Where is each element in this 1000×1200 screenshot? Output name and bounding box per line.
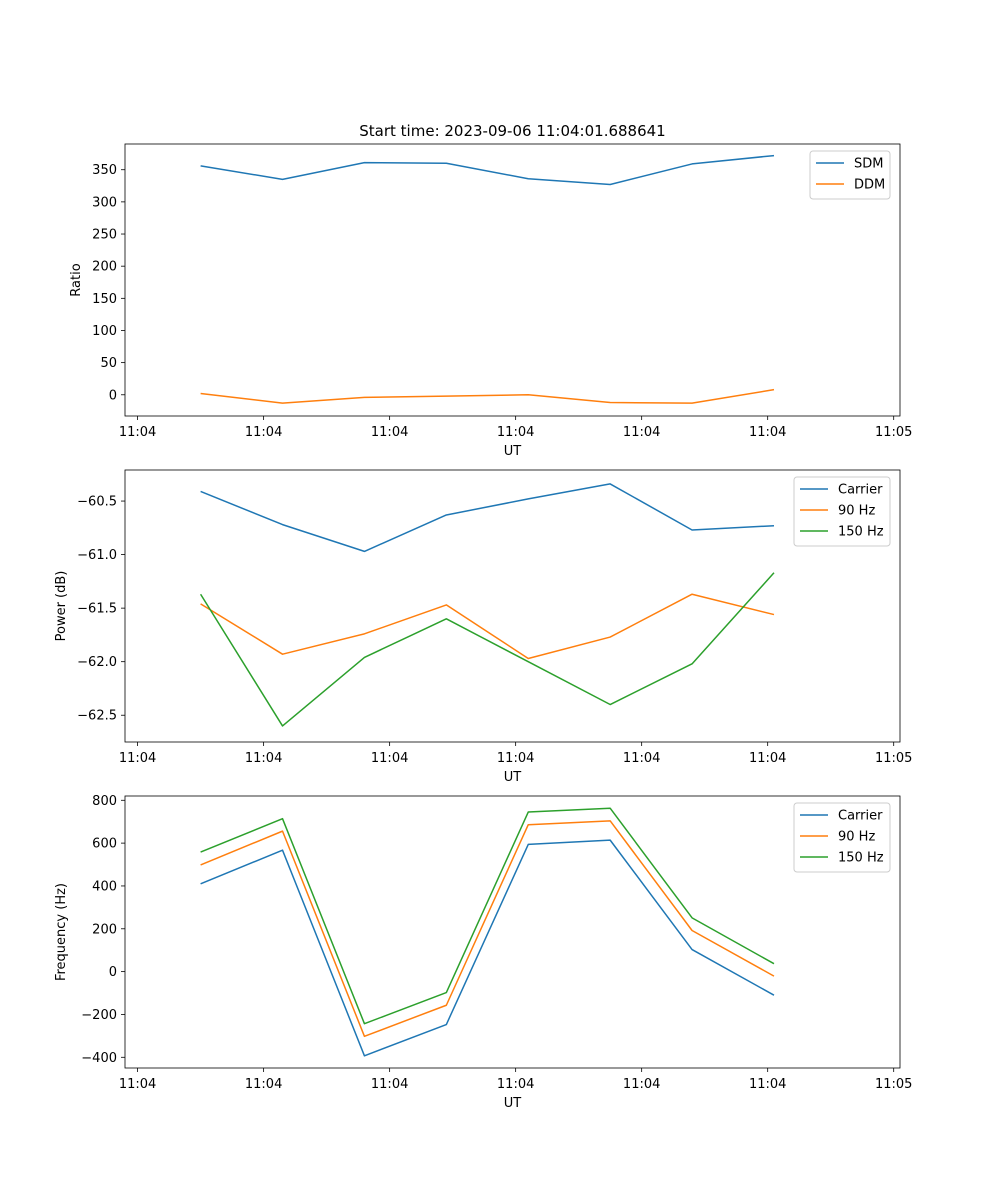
x-tick-label: 11:04	[371, 751, 408, 766]
axes-frame	[124, 795, 901, 1069]
x-tick-label: 11:04	[497, 425, 534, 440]
legend-box	[793, 802, 891, 873]
y-tick-label: −200	[81, 1008, 117, 1023]
y-tick-label: 600	[92, 837, 117, 852]
legend: Carrier 90 Hz 150 Hz	[793, 802, 891, 873]
subplot-2: 11:04 11:04 11:04 11:04 11:04 11:04 11:05 −62.5…	[54, 469, 912, 785]
figure-title: Start time: 2023-09-06 11:04:01.688641	[359, 122, 665, 140]
x-axis-label: UT	[504, 444, 522, 459]
x-tick-label: 11:05	[875, 751, 912, 766]
y-tick-label: 800	[92, 794, 117, 809]
y-axis-label: Ratio	[69, 263, 84, 296]
y-tick-label: 250	[92, 228, 117, 243]
y-tick-label: 50	[100, 356, 117, 371]
y-tick-label: −62.5	[77, 709, 117, 724]
legend: SDM DDM	[809, 150, 891, 200]
series-line-carrier	[200, 483, 775, 553]
legend-label-carrier: Carrier	[838, 483, 883, 498]
x-tick-label: 11:05	[875, 425, 912, 440]
x-tick-label: 11:04	[119, 1077, 156, 1092]
y-tick-label: −62.0	[77, 655, 117, 670]
legend-label-150-hz: 150 Hz	[838, 851, 884, 866]
x-axis-label: UT	[504, 1096, 522, 1111]
y-tick-label: 300	[92, 195, 117, 210]
legend-label-ddm: DDM	[854, 178, 885, 193]
y-tick-label: −60.5	[77, 495, 117, 510]
legend-label-sdm: SDM	[854, 157, 883, 172]
x-tick-label: 11:04	[623, 751, 660, 766]
x-tick-label: 11:05	[875, 1077, 912, 1092]
x-axis-label: UT	[504, 770, 522, 785]
y-tick-label: 200	[92, 260, 117, 275]
x-tick-label: 11:04	[497, 751, 534, 766]
subplot-3: 11:04 11:04 11:04 11:04 11:04 11:04 11:05 −400 −…	[54, 794, 912, 1111]
axes-frame	[124, 143, 901, 417]
x-tick-label: 11:04	[497, 1077, 534, 1092]
y-tick-label: 350	[92, 163, 117, 178]
legend-label-carrier: Carrier	[838, 809, 883, 824]
series-line-150-hz	[200, 807, 775, 1025]
series-line-90-hz	[200, 820, 775, 1038]
plots: 11:04 11:04 11:04 11:04 11:04 11:04 11:05 0 50 10…	[54, 143, 912, 1111]
x-tick-label: 11:04	[245, 1077, 282, 1092]
y-tick-label: 400	[92, 879, 117, 894]
legend-label-90-hz: 90 Hz	[838, 830, 875, 845]
x-tick-label: 11:04	[119, 751, 156, 766]
legend-label-150-hz: 150 Hz	[838, 525, 884, 540]
y-tick-label: 200	[92, 922, 117, 937]
x-tick-label: 11:04	[371, 425, 408, 440]
legend-box	[793, 476, 891, 547]
x-tick-label: 11:04	[623, 1077, 660, 1092]
legend: Carrier 90 Hz 150 Hz	[793, 476, 891, 547]
y-axis-label: Frequency (Hz)	[54, 883, 69, 981]
x-tick-label: 11:04	[245, 425, 282, 440]
x-tick-label: 11:04	[749, 1077, 786, 1092]
y-tick-label: −61.5	[77, 602, 117, 617]
x-tick-label: 11:04	[623, 425, 660, 440]
x-tick-label: 11:04	[749, 751, 786, 766]
subplot-1: 11:04 11:04 11:04 11:04 11:04 11:04 11:05 0 50 10…	[69, 143, 912, 459]
y-tick-label: −400	[81, 1051, 117, 1066]
x-tick-label: 11:04	[119, 425, 156, 440]
y-axis-label: Power (dB)	[54, 571, 69, 642]
y-tick-label: 100	[92, 324, 117, 339]
x-tick-label: 11:04	[371, 1077, 408, 1092]
x-tick-label: 11:04	[749, 425, 786, 440]
y-tick-label: 0	[109, 388, 117, 403]
y-tick-label: 150	[92, 292, 117, 307]
x-tick-label: 11:04	[245, 751, 282, 766]
legend-label-90-hz: 90 Hz	[838, 504, 875, 519]
y-tick-label: 0	[109, 965, 117, 980]
series-line-ddm	[200, 388, 775, 404]
series-line-150-hz	[199, 572, 775, 727]
axes-frame	[124, 469, 901, 743]
series-line-90-hz	[200, 593, 775, 660]
y-tick-label: −61.0	[77, 548, 117, 563]
series-line-sdm	[200, 154, 775, 186]
series-line-carrier	[200, 839, 775, 1057]
